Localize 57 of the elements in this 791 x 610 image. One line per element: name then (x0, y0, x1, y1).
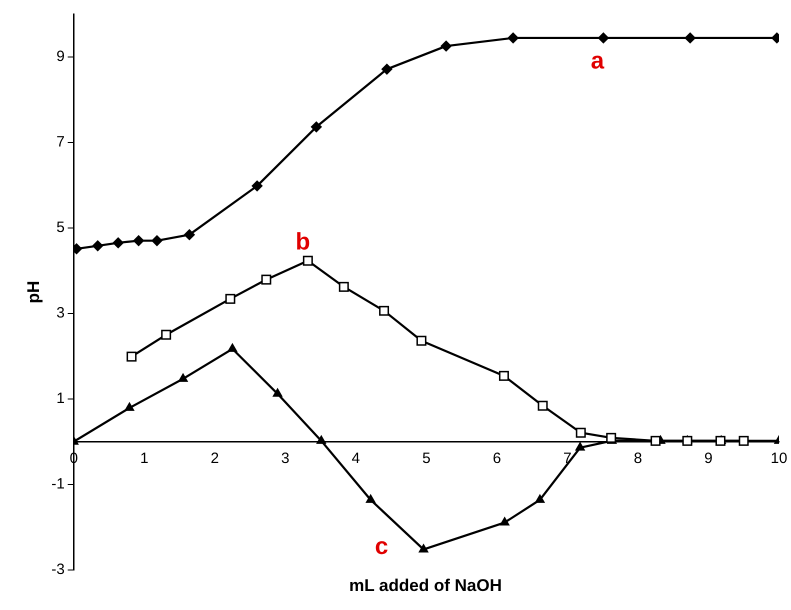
x-tick-label: 4 (352, 450, 360, 467)
point (161, 330, 172, 340)
y-tick-label: 9 (56, 48, 65, 65)
series-label: c (374, 533, 388, 560)
point (379, 306, 390, 316)
point (225, 294, 236, 304)
point (126, 352, 137, 362)
point (133, 235, 144, 246)
point (418, 544, 428, 552)
y-tick-label: 7 (56, 133, 65, 150)
y-tick-label: -3 (51, 561, 65, 578)
x-tick-label: 7 (563, 450, 572, 467)
point (184, 229, 195, 240)
point (576, 428, 586, 438)
x-tick-label: 6 (492, 450, 502, 467)
point (500, 517, 510, 526)
point (178, 373, 188, 382)
point (112, 237, 124, 248)
x-tick-label: 1 (140, 450, 148, 467)
y-tick-label: 1 (56, 390, 65, 408)
point (498, 370, 509, 381)
point (575, 442, 585, 451)
point (310, 121, 322, 132)
series-label: a (590, 48, 605, 75)
x-axis-title: mL added of NaOH (349, 576, 502, 595)
point (151, 235, 162, 246)
point (366, 494, 376, 503)
point (538, 400, 548, 411)
point (252, 180, 263, 192)
series-label: b (296, 228, 310, 256)
point (338, 282, 349, 292)
point (684, 32, 696, 44)
point (508, 32, 519, 44)
x-tick-label: 3 (281, 450, 290, 467)
x-tick-label: 10 (770, 450, 788, 467)
point (416, 336, 426, 346)
point (535, 494, 545, 503)
x-tick-label: 2 (210, 450, 219, 467)
y-tick-label: 5 (56, 218, 65, 236)
point (228, 343, 238, 352)
point (440, 40, 452, 52)
y-tick-label: 3 (56, 304, 65, 322)
point (650, 436, 661, 446)
point (381, 64, 392, 75)
point (316, 435, 326, 444)
x-tick-label: 8 (634, 450, 642, 467)
x-tick-label: 9 (704, 450, 713, 467)
point (124, 402, 134, 411)
point (598, 32, 609, 44)
y-axis-title: pH (24, 280, 43, 304)
y-tick-label: -1 (51, 476, 65, 493)
point (302, 256, 313, 266)
point (92, 240, 104, 252)
point (738, 436, 749, 446)
point (272, 388, 282, 397)
x-tick-label: 5 (422, 450, 431, 467)
point (261, 274, 272, 285)
